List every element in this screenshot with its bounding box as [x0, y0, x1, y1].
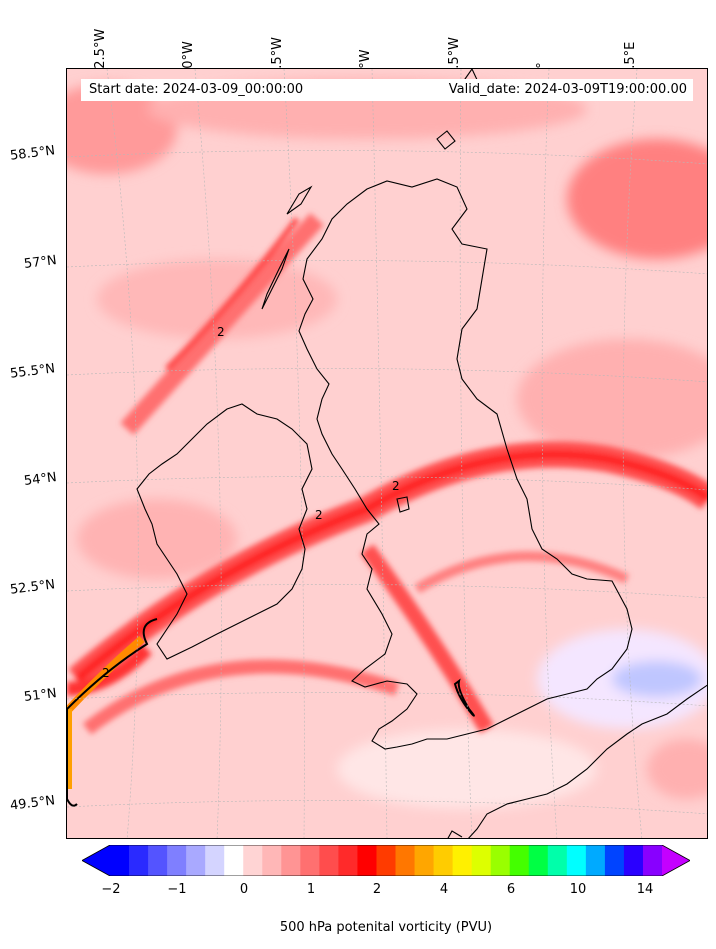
colorbar-tick: 0 [239, 882, 249, 897]
colorbar-segment [414, 845, 435, 876]
high-pv-core [67, 635, 145, 712]
colorbar-segment [129, 845, 149, 876]
colorbar-segment [623, 845, 644, 876]
colorbar-segment [528, 845, 549, 876]
colorbar-segment [471, 845, 492, 876]
colorbar-segment [319, 845, 339, 876]
lat-label-54n: 54°N [23, 470, 58, 489]
colorbar-segment [281, 845, 301, 876]
colorbar-tick: 6 [506, 882, 516, 897]
colorbar-segment [338, 845, 358, 876]
lat-label-57n: 57°N [23, 253, 58, 272]
contour-label: 2 [315, 508, 323, 522]
lat-label-52-5n: 52.5°N [9, 577, 56, 598]
valid-date: Valid_date: 2024-03-09T19:00:00.00 [448, 82, 687, 97]
colorbar-segment [357, 845, 377, 876]
colorbar-arrow-high [662, 845, 690, 876]
colorbar-tick: 2 [372, 882, 382, 897]
colorbar-arrow-low [82, 845, 110, 876]
colorbar-segment [148, 845, 168, 876]
map-panel: 2 2 2 2 Start date: 2024-03-09_00:00:00 … [66, 68, 708, 839]
colorbar-tick: 10 [569, 882, 587, 897]
colorbar-segment [167, 845, 187, 876]
colorbar-tick: 4 [439, 882, 449, 897]
colorbar-segment [566, 845, 587, 876]
colorbar-segment [110, 845, 130, 876]
start-date: Start date: 2024-03-09_00:00:00 [89, 82, 304, 97]
lat-label-49-5n: 49.5°N [9, 793, 56, 814]
colorbar-segment [433, 845, 454, 876]
lat-label-58-5n: 58.5°N [9, 143, 56, 164]
colorbar-tick: −2 [101, 882, 121, 897]
colorbar-segments [110, 845, 663, 876]
colorbar-segment [395, 845, 416, 876]
lat-label-55-5n: 55.5°N [9, 361, 56, 382]
colorbar-segment [585, 845, 606, 876]
contour-label: 2 [102, 666, 110, 680]
colorbar-label: 500 hPa potenital vorticity (PVU) [279, 920, 493, 935]
colorbar [82, 845, 690, 876]
colorbar-segment [224, 845, 244, 876]
colorbar-segment [547, 845, 568, 876]
graticule [67, 69, 707, 838]
colorbar-segment [262, 845, 282, 876]
contour-label: 2 [217, 325, 225, 339]
colorbar-segment [300, 845, 320, 876]
colorbar-segment [642, 845, 663, 876]
colorbar-segment [490, 845, 511, 876]
colorbar-segment [205, 845, 225, 876]
contour-2pvu [67, 618, 158, 807]
lat-label-51n: 51°N [23, 686, 58, 705]
pv-band [67, 212, 707, 735]
colorbar-segment [604, 845, 625, 876]
colorbar-segment [509, 845, 530, 876]
colorbar-segment [376, 845, 397, 876]
colorbar-tick: −1 [167, 882, 187, 897]
contour-label: 2 [392, 479, 400, 493]
colorbar-tick: 14 [636, 882, 654, 897]
date-info-box: Start date: 2024-03-09_00:00:00 Valid_da… [81, 79, 693, 101]
colorbar-segment [186, 845, 206, 876]
pv-field: 2 2 2 2 [67, 69, 707, 838]
colorbar-segment [243, 845, 263, 876]
coastlines [136, 69, 707, 838]
colorbar-segment [452, 845, 473, 876]
colorbar-tick: 1 [306, 882, 316, 897]
